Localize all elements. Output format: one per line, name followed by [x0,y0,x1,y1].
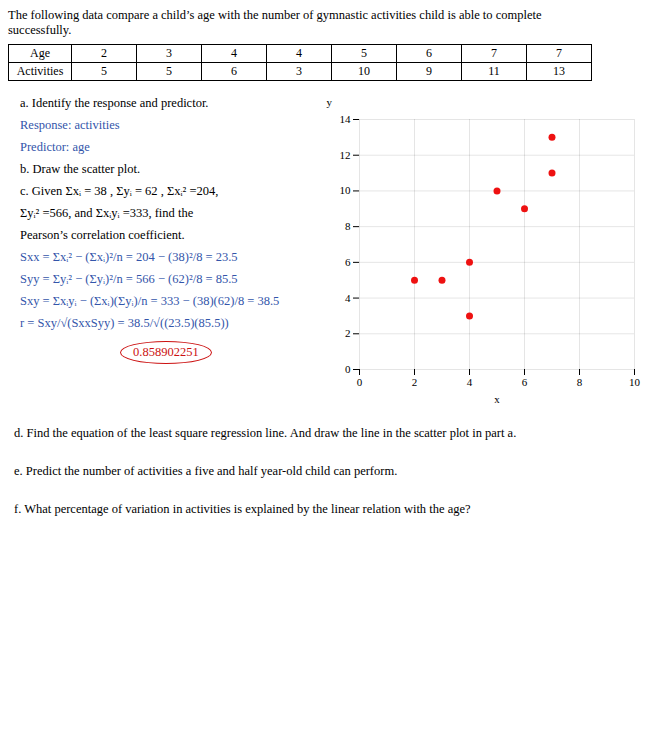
html-text:11: 11 [488,64,500,78]
svg-text:y: y [327,96,333,108]
html-text:Syy = Σyᵢ² − (Σyᵢ)²/n = 566 −: Syy = Σyᵢ² − (Σyᵢ)²/n = 566 − (62)²/8 = … [20,272,238,286]
svg-text:10: 10 [340,184,352,196]
svg-text:4: 4 [467,376,473,388]
html-text:13: 13 [553,64,565,78]
svg-text:4: 4 [345,292,351,304]
svg-text:6: 6 [522,376,528,388]
svg-text:2: 2 [412,376,418,388]
html-text:f. What percentage of variatio: f. What percentage of variation in activ… [14,502,471,516]
html-text:2: 2 [101,46,107,60]
html-text:6: 6 [426,46,432,60]
html-text:5: 5 [361,46,367,60]
html-text:0.858902251: 0.858902251 [133,345,199,359]
html-text:4: 4 [296,46,302,60]
svg-text:10: 10 [629,376,641,388]
svg-text:8: 8 [345,220,351,232]
html-text:4: 4 [231,46,237,60]
html-text:successfully.: successfully. [8,23,72,37]
html-text:d. Find the equation of the le: d. Find the equation of the least square… [14,426,517,440]
html-text:Sxx = Σxᵢ² − (Σxᵢ)²/n = 204 −: Sxx = Σxᵢ² − (Σxᵢ)²/n = 204 − (38)²/8 = … [20,250,238,264]
html-text:3: 3 [296,64,302,78]
html-text:10: 10 [358,64,370,78]
svg-text:14: 14 [340,113,352,125]
html-text:7: 7 [556,46,562,60]
html-text:b. Draw the scatter plot.: b. Draw the scatter plot. [20,162,141,176]
html-text:9: 9 [426,64,432,78]
html-text:e. Predict the number of activ: e. Predict the number of activities a fi… [14,464,398,478]
svg-text:2: 2 [345,327,351,339]
html-text:5: 5 [101,64,107,78]
html-text:c. Given Σxᵢ = 38 , Σyᵢ = 62 ,: c. Given Σxᵢ = 38 , Σyᵢ = 62 , Σxᵢ² =204… [20,184,219,198]
html-text:6: 6 [231,64,237,78]
svg-text:8: 8 [577,376,583,388]
html-text:The following data compare a c: The following data compare a child’s age… [8,8,542,22]
svg-text:12: 12 [340,149,351,161]
html-text:r = Sxy/√(SxxSyy) = 38.5/√((23: r = Sxy/√(SxxSyy) = 38.5/√((23.5)(85.5)) [20,316,229,330]
html-text:Age: Age [30,46,50,60]
html-text:Sxy = Σxᵢyᵢ − (Σxᵢ)(Σyᵢ)/n = 3: Sxy = Σxᵢyᵢ − (Σxᵢ)(Σyᵢ)/n = 333 − (38)(… [20,294,280,308]
svg-text:x: x [494,393,500,405]
html-text:a. Identify the response and p: a. Identify the response and predictor. [20,96,209,110]
html-text:3: 3 [166,46,172,60]
html-text:Activities: Activities [16,64,64,78]
html-text:5: 5 [166,64,172,78]
svg-text:6: 6 [345,256,351,268]
svg-text:0: 0 [345,363,351,375]
html-text:Σyᵢ² =566, and Σxᵢyᵢ =333, fin: Σyᵢ² =566, and Σxᵢyᵢ =333, find the [20,206,194,220]
html-text:Predictor: age: Predictor: age [20,140,90,154]
svg-text:0: 0 [357,376,363,388]
html-text:Response: activities: Response: activities [20,118,120,132]
html-text:7: 7 [491,46,497,60]
html-text:Pearson’s correlation coeffici: Pearson’s correlation coefficient. [20,228,185,242]
